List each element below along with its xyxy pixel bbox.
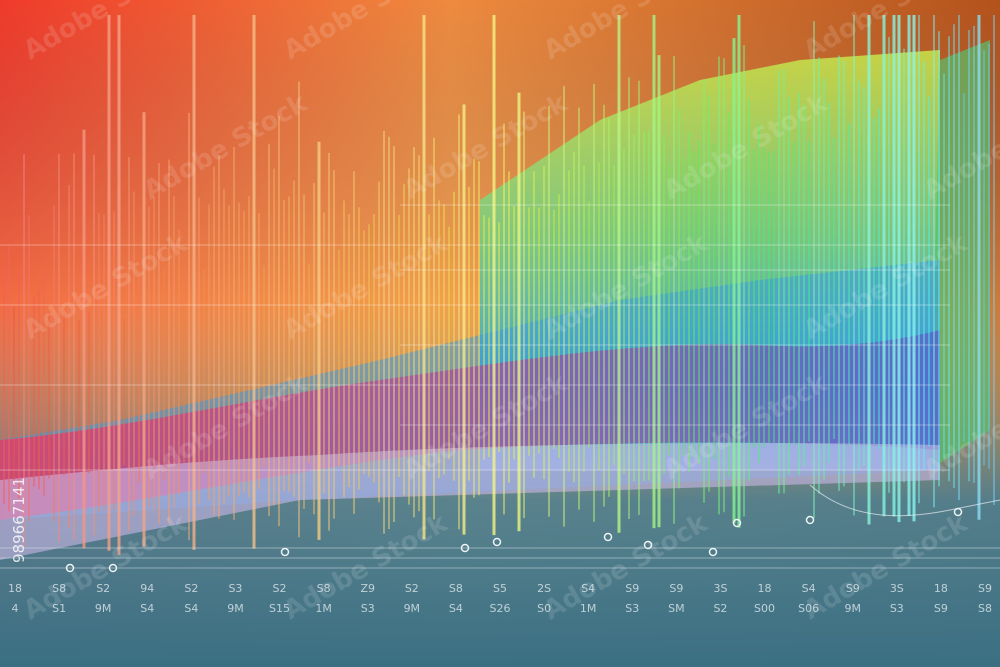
axis-label: S06 [798, 602, 819, 615]
axis-label: 9M [844, 602, 861, 615]
dot [732, 518, 742, 528]
axis-label: S8 [317, 582, 331, 595]
axis-label: S4 [581, 582, 595, 595]
decor-spikes [3, 15, 995, 555]
axis-label: S3 [361, 602, 375, 615]
axis-label: S0 [537, 602, 551, 615]
axis-label: S2 [184, 582, 198, 595]
axis-label: 3S [890, 582, 904, 595]
dot [460, 543, 470, 553]
dot [708, 547, 718, 557]
area-front [0, 443, 940, 560]
axis-label: S2 [96, 582, 110, 595]
axis-label: 18 [758, 582, 772, 595]
axis-label: 94 [140, 582, 154, 595]
axis-label: 3S [713, 582, 727, 595]
axis-label: S9 [978, 582, 992, 595]
axis-label: 1M [580, 602, 597, 615]
dot [492, 537, 502, 547]
axis-label: S4 [802, 582, 816, 595]
axis-label: S26 [490, 602, 511, 615]
axis-label: S4 [184, 602, 198, 615]
axis-label: S3 [228, 582, 242, 595]
axis-label: 9M [95, 602, 112, 615]
dot [108, 563, 118, 573]
axis-label: S8 [52, 582, 66, 595]
axis-label: S9 [846, 582, 860, 595]
decor-curve [809, 484, 1000, 517]
axis-label: S3 [625, 602, 639, 615]
axis-label: S2 [273, 582, 287, 595]
dot [805, 515, 815, 525]
dot [603, 532, 613, 542]
decor-grid [0, 204, 1000, 573]
axis-label: S4 [140, 602, 154, 615]
axis-label: 9M [227, 602, 244, 615]
axis-label: S3 [890, 602, 904, 615]
box-side [930, 40, 990, 470]
axis-label: S8 [978, 602, 992, 615]
axis-label: Z9 [360, 582, 375, 595]
axis-label: S2 [405, 582, 419, 595]
dot [643, 540, 653, 550]
axis-label: 1M [315, 602, 332, 615]
axis-label: S1 [52, 602, 66, 615]
axis-label: S5 [493, 582, 507, 595]
dot [65, 563, 75, 573]
label-rows: 18 S8 S2 94 S2 S3 S2 S8 Z9 S2 S8 S5 2S S4 S9 S9 3S 18 S4 S9… [8, 582, 992, 615]
axis-label: S8 [449, 582, 463, 595]
image-id: 989667141 [10, 477, 28, 563]
dot [280, 547, 290, 557]
axis-label: 18 [8, 582, 22, 595]
axis-label: 2S [537, 582, 551, 595]
axis-label: 18 [934, 582, 948, 595]
axis-label: S9 [934, 602, 948, 615]
axis-label: S15 [269, 602, 290, 615]
axis-label: S4 [449, 602, 463, 615]
axis-label: SM [668, 602, 684, 615]
axis-label: 9M [404, 602, 421, 615]
axis-label: S9 [625, 582, 639, 595]
axis-label: S2 [713, 602, 727, 615]
axis-label: 4 [12, 602, 19, 615]
axis-label: S00 [754, 602, 775, 615]
axis-label: S9 [669, 582, 683, 595]
